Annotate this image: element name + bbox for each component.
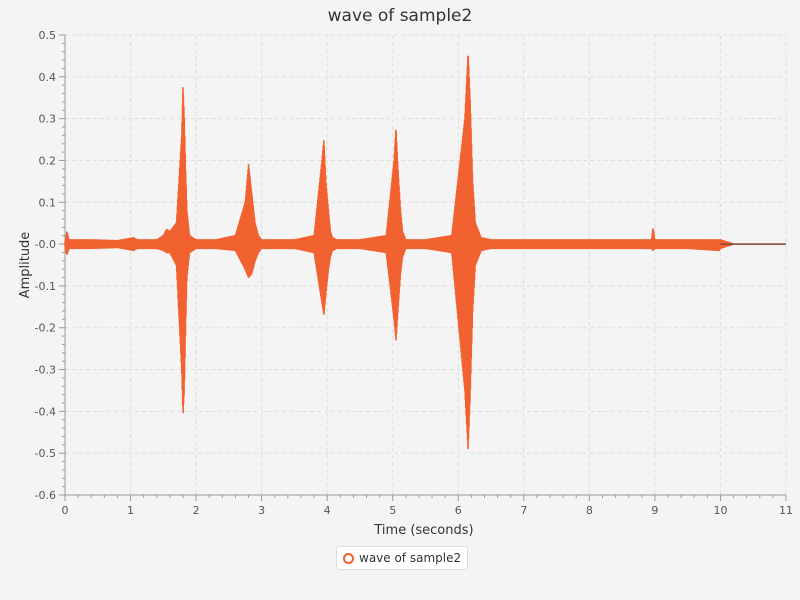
y-tick-label: -0.2 (35, 322, 56, 335)
x-tick-label: 4 (324, 504, 331, 517)
y-tick-label: 0.2 (39, 154, 57, 167)
x-tick-label: 3 (258, 504, 265, 517)
y-tick-label: 0.5 (39, 29, 57, 42)
grid-layer (64, 34, 787, 496)
x-tick-label: 5 (389, 504, 396, 517)
y-tick-label: -0.4 (35, 405, 56, 418)
waveform-series-0 (64, 55, 787, 450)
x-tick-label: 11 (779, 504, 793, 517)
x-tick-label: 1 (127, 504, 134, 517)
y-tick-label: -0.6 (35, 489, 56, 502)
legend-marker-icon (343, 552, 354, 564)
axis-layer: 0 1 2 3 4 5 6 7 8 9 10 11 0.5 0.4 0.3 0.2 0.1 -0.0 -0.1 -0.… (35, 29, 793, 517)
y-tick-label: -0.1 (35, 280, 56, 293)
legend-label: wave of sample2 (359, 551, 462, 565)
y-tick-label: 0.4 (39, 71, 57, 84)
chart-legend: wave of sample2 (336, 546, 469, 570)
y-tick-label: -0.0 (35, 238, 56, 251)
x-tick-label: 0 (62, 504, 69, 517)
chart-title: wave of sample2 (328, 6, 473, 26)
x-tick-label: 9 (651, 504, 658, 517)
x-axis-label: Time (seconds) (373, 523, 473, 538)
y-tick-label: -0.3 (35, 364, 56, 377)
x-tick-label: 10 (713, 504, 727, 517)
series-layer (64, 55, 787, 450)
y-tick-label: 0.1 (39, 196, 57, 209)
x-tick-label: 8 (586, 504, 593, 517)
x-tick-label: 7 (520, 504, 527, 517)
y-tick-label: -0.5 (35, 447, 56, 460)
x-tick-label: 6 (455, 504, 462, 517)
y-axis-label: Amplitude (18, 232, 33, 299)
x-tick-label: 2 (193, 504, 200, 517)
y-tick-label: 0.3 (39, 113, 57, 126)
plot-area (65, 35, 786, 495)
